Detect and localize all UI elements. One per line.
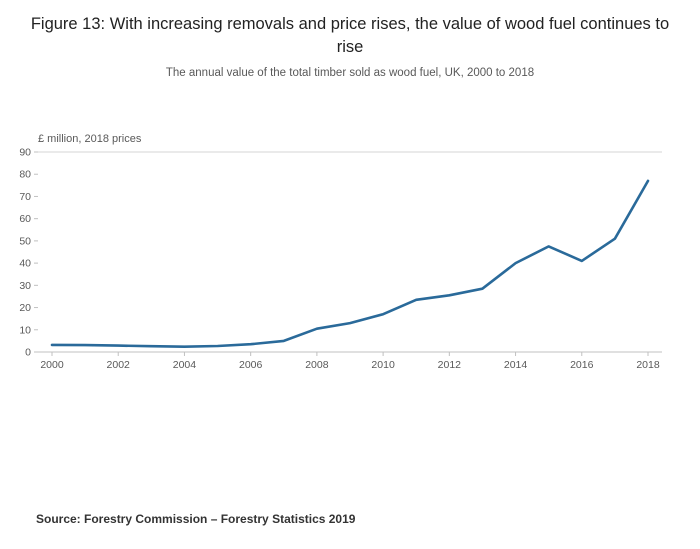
x-tick-label: 2016 xyxy=(570,359,594,371)
y-axis-ticks: 0 10 20 30 40 50 60 70 80 90 xyxy=(19,147,38,359)
x-axis-ticks: 2000 2002 2004 2006 2008 2010 2012 2014 2016 2018 xyxy=(40,352,660,371)
figure-title: Figure 13: With increasing removals and … xyxy=(30,15,670,57)
wood-fuel-value-line xyxy=(50,179,650,348)
x-tick-label: 2004 xyxy=(173,359,197,371)
x-tick-label: 2008 xyxy=(305,359,329,371)
y-tick-label: 80 xyxy=(19,169,31,181)
y-tick-label: 50 xyxy=(19,235,31,247)
y-tick-label: 10 xyxy=(19,324,31,336)
x-tick-label: 2006 xyxy=(239,359,263,371)
x-tick-label: 2010 xyxy=(371,359,395,371)
y-tick-label: 40 xyxy=(19,258,31,270)
y-tick-label: 20 xyxy=(19,302,31,314)
x-tick-label: 2000 xyxy=(40,359,64,371)
line-chart: 0 10 20 30 40 50 60 70 80 90 2000 2002 2004 2006 2008 2… xyxy=(0,130,700,380)
y-tick-label: 70 xyxy=(19,191,31,203)
y-tick-label: 60 xyxy=(19,213,31,225)
gridlines xyxy=(38,151,662,353)
figure-subtitle: The annual value of the total timber sol… xyxy=(165,67,535,80)
source-note: Source: Forestry Commission – Forestry S… xyxy=(36,512,356,526)
y-axis-unit-label: £ million, 2018 prices xyxy=(38,133,142,145)
x-tick-label: 2002 xyxy=(107,359,131,371)
y-tick-label: 30 xyxy=(19,280,31,292)
x-tick-label: 2014 xyxy=(504,359,528,371)
y-tick-label: 0 xyxy=(25,347,31,359)
y-tick-label: 90 xyxy=(19,147,31,159)
x-tick-label: 2012 xyxy=(438,359,462,371)
x-tick-label: 2018 xyxy=(636,359,660,371)
